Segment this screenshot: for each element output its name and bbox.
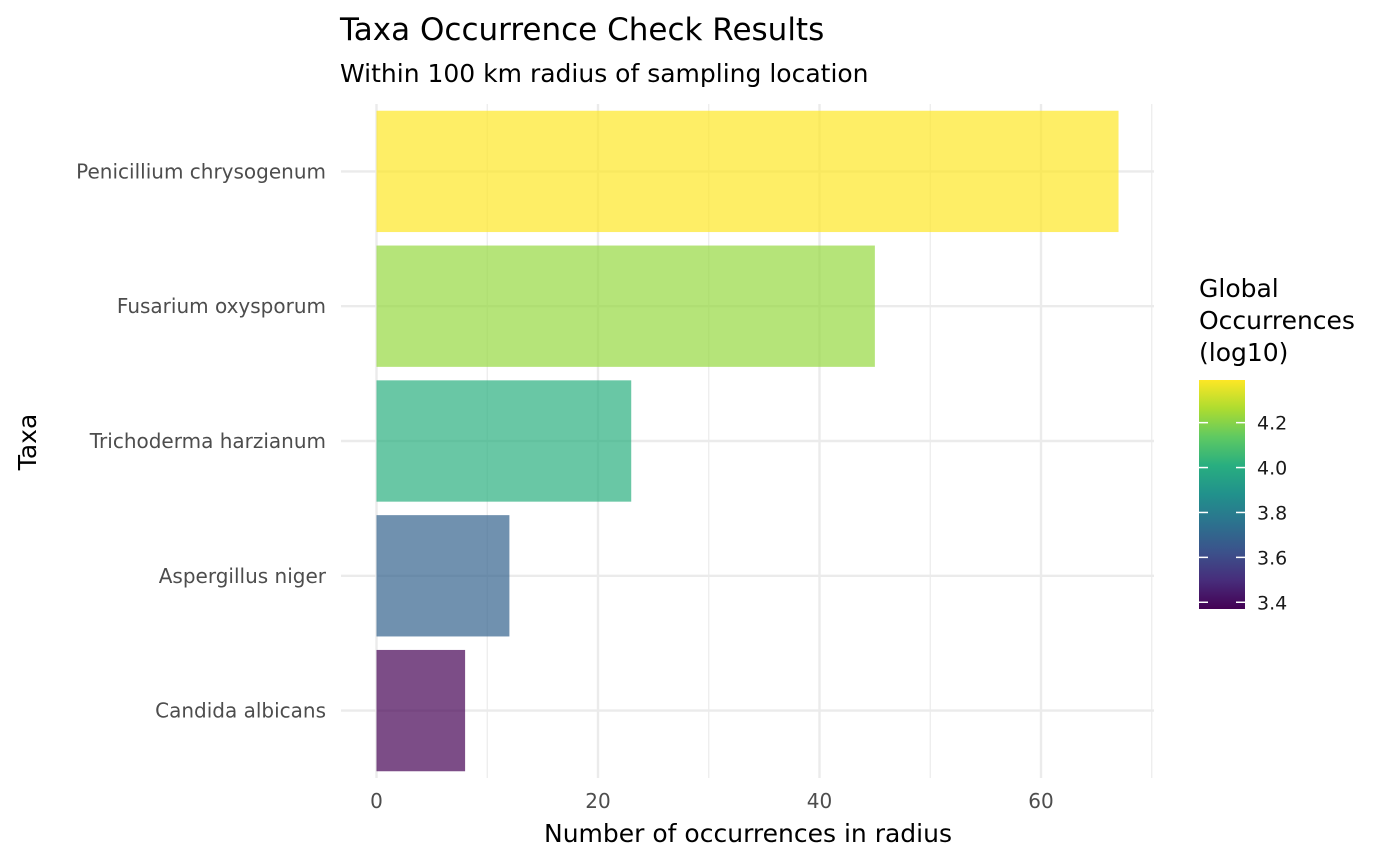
legend-title-line-1: Global xyxy=(1199,274,1279,303)
y-tick-label: Aspergillus niger xyxy=(159,564,327,588)
y-tick-label: Penicillium chrysogenum xyxy=(76,159,326,183)
bar xyxy=(376,380,632,502)
legend-ticks: 4.2 4.0 3.8 3.6 3.4 xyxy=(1199,413,1287,614)
y-tick-label: Candida albicans xyxy=(155,699,326,723)
bar xyxy=(376,649,466,772)
y-axis-title: Taxa xyxy=(13,414,42,472)
legend-tick-label: 3.8 xyxy=(1257,502,1287,524)
bars xyxy=(376,110,1119,772)
x-axis-title: Number of occurrences in radius xyxy=(544,819,952,848)
x-tick-labels: 0 20 40 60 xyxy=(370,789,1054,813)
legend-tick-label: 4.2 xyxy=(1257,413,1287,435)
chart-subtitle: Within 100 km radius of sampling locatio… xyxy=(340,59,869,88)
chart-title: Taxa Occurrence Check Results xyxy=(339,12,824,48)
y-tick-label: Fusarium oxysporum xyxy=(117,294,326,318)
legend-title-line-2: Occurrences xyxy=(1199,306,1355,335)
y-tick-label: Trichoderma harzianum xyxy=(89,429,326,453)
x-tick-label: 60 xyxy=(1028,789,1053,813)
legend-title-line-3: (log10) xyxy=(1199,338,1288,367)
x-tick-label: 20 xyxy=(585,789,610,813)
x-tick-label: 0 xyxy=(370,789,383,813)
bar xyxy=(376,110,1119,233)
y-tick-labels: Penicillium chrysogenum Fusarium oxysporu… xyxy=(76,159,327,722)
x-tick-label: 40 xyxy=(807,789,832,813)
legend-tick-label: 3.4 xyxy=(1257,592,1287,614)
legend-colorbar xyxy=(1199,380,1245,609)
bar xyxy=(376,245,875,367)
legend-tick-label: 3.6 xyxy=(1257,547,1287,569)
color-legend: Global Occurrences (log10) 4.2 4.0 3.8 3.6 3… xyxy=(1199,274,1355,614)
bar xyxy=(376,515,510,637)
legend-tick-label: 4.0 xyxy=(1257,458,1287,480)
